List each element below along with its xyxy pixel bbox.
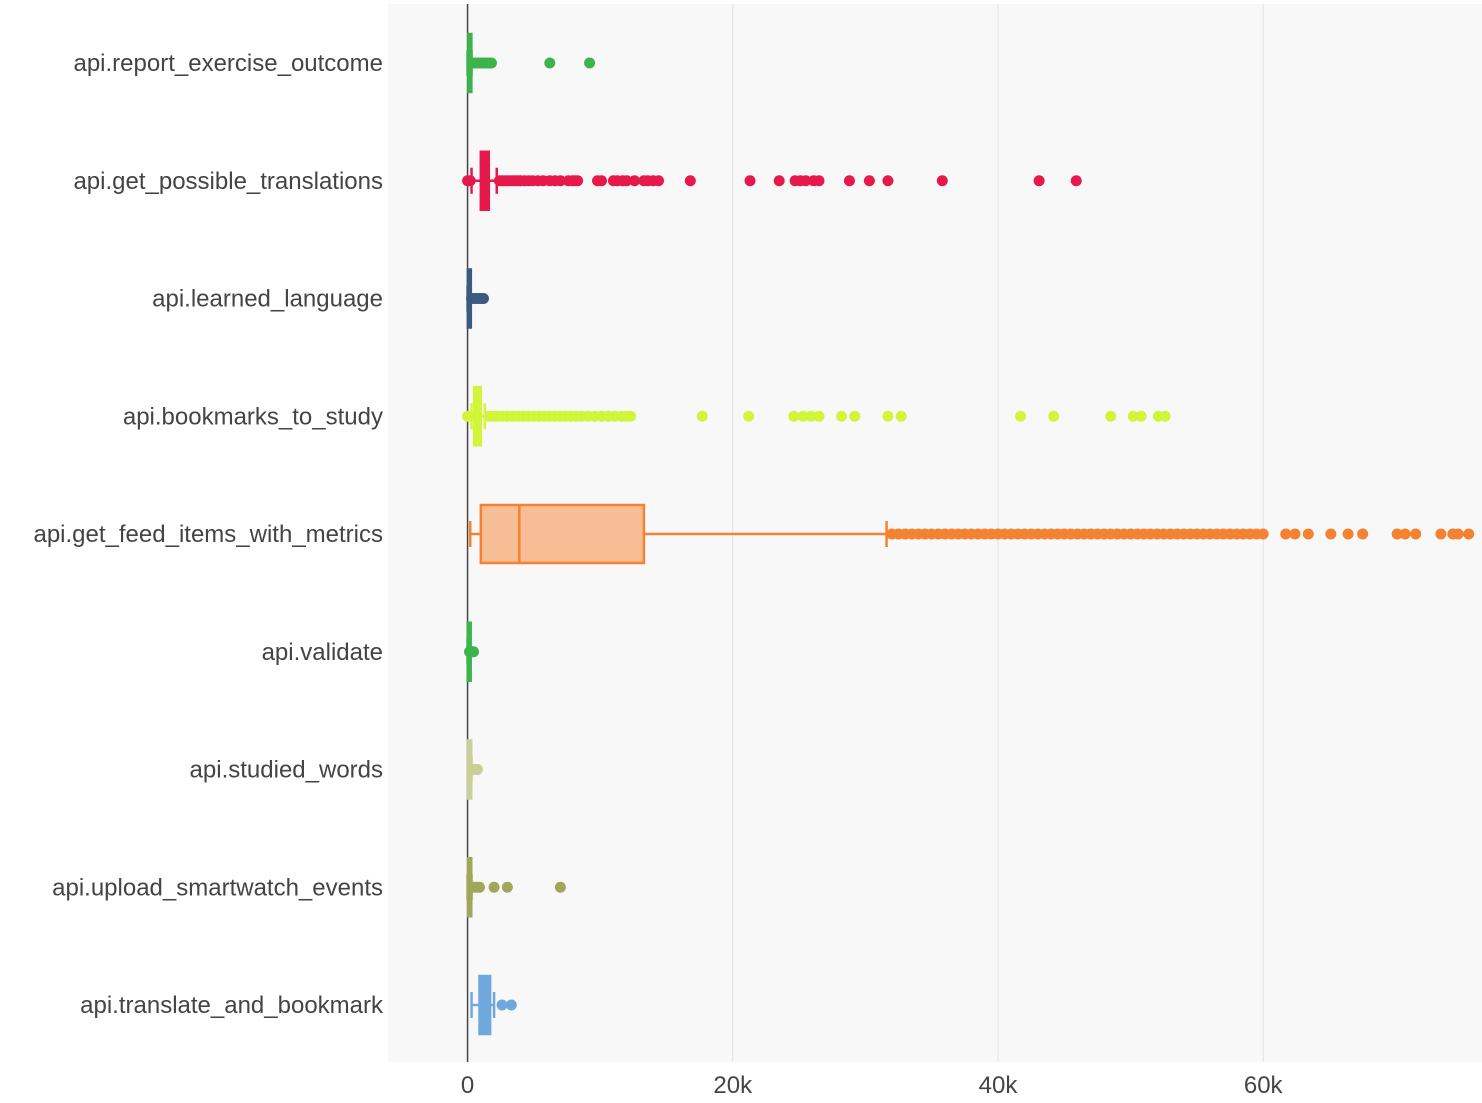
category-label: api.get_possible_translations bbox=[73, 168, 383, 195]
outlier-point bbox=[1391, 528, 1403, 540]
outlier-point bbox=[1280, 528, 1292, 540]
box-trace bbox=[462, 386, 1171, 447]
outlier-point bbox=[1159, 410, 1171, 422]
box-traces bbox=[462, 32, 1475, 1036]
outlier-point bbox=[936, 175, 948, 187]
x-tick-label: 20k bbox=[713, 1072, 753, 1098]
x-tick-label: 40k bbox=[979, 1072, 1019, 1098]
box-trace bbox=[470, 974, 517, 1036]
outlier-point bbox=[554, 175, 566, 187]
outlier-point bbox=[554, 881, 566, 893]
outlier-point bbox=[1399, 528, 1411, 540]
outlier-point bbox=[813, 410, 825, 422]
outlier-point bbox=[849, 410, 861, 422]
category-label: api.bookmarks_to_study bbox=[123, 403, 383, 430]
outlier-point bbox=[544, 57, 556, 69]
outlier-point bbox=[1452, 528, 1464, 540]
outlier-point bbox=[1289, 528, 1301, 540]
outlier-point bbox=[1105, 410, 1117, 422]
outlier-point bbox=[744, 175, 756, 187]
outlier-point bbox=[501, 881, 513, 893]
outlier-point bbox=[1135, 410, 1147, 422]
outlier-point bbox=[684, 175, 696, 187]
outlier-point bbox=[882, 410, 894, 422]
outlier-point bbox=[496, 999, 508, 1011]
outlier-point bbox=[621, 175, 633, 187]
box-trace bbox=[466, 32, 596, 94]
outlier-point bbox=[788, 410, 800, 422]
outlier-point bbox=[836, 410, 848, 422]
outlier-point bbox=[1435, 528, 1447, 540]
outlier-point bbox=[463, 410, 475, 422]
outlier-point bbox=[468, 646, 480, 658]
outlier-point bbox=[477, 293, 489, 304]
outlier-point bbox=[1342, 528, 1354, 540]
box-trace bbox=[468, 503, 1475, 565]
box-trace bbox=[462, 150, 1082, 211]
outlier-point bbox=[773, 175, 785, 187]
category-label: api.studied_words bbox=[190, 757, 383, 784]
outlier-point bbox=[572, 175, 584, 187]
box-trace bbox=[466, 268, 489, 329]
box-trace bbox=[466, 857, 566, 918]
outlier-point bbox=[464, 175, 476, 187]
outlier-point bbox=[1410, 528, 1422, 540]
outlier-point bbox=[805, 410, 817, 422]
outlier-point bbox=[488, 881, 500, 893]
outlier-point bbox=[882, 175, 894, 187]
outlier-point bbox=[843, 175, 855, 187]
outlier-point bbox=[1033, 175, 1045, 187]
outlier-point bbox=[813, 175, 825, 187]
outlier-point bbox=[797, 410, 809, 422]
category-labels: api.report_exercise_outcome api.get_possi… bbox=[33, 50, 384, 1019]
outlier-point bbox=[743, 410, 755, 422]
outlier-point bbox=[595, 175, 607, 187]
x-tick-label: 60k bbox=[1244, 1072, 1284, 1098]
outlier-point bbox=[472, 764, 484, 775]
outlier-point bbox=[1357, 528, 1369, 540]
outlier-point bbox=[1257, 528, 1269, 540]
box-trace bbox=[466, 739, 484, 800]
outlier-point bbox=[584, 57, 596, 69]
outlier-point bbox=[1070, 175, 1082, 187]
x-tick-labels: 0 20k 40k 60k bbox=[461, 1072, 1284, 1099]
category-label: api.report_exercise_outcome bbox=[73, 50, 383, 77]
outlier-point bbox=[485, 57, 497, 69]
outlier-point bbox=[505, 999, 517, 1011]
outlier-point bbox=[629, 175, 641, 187]
outlier-point bbox=[1127, 410, 1139, 422]
outlier-point bbox=[1463, 528, 1475, 540]
category-label: api.upload_smartwatch_events bbox=[52, 874, 383, 901]
outlier-point bbox=[863, 175, 875, 187]
x-tick-label: 0 bbox=[461, 1072, 474, 1098]
outlier-point bbox=[625, 410, 637, 422]
outlier-point bbox=[473, 881, 485, 893]
outlier-point bbox=[800, 175, 812, 187]
outlier-point bbox=[1015, 410, 1027, 422]
outlier-point bbox=[1302, 528, 1314, 540]
category-label: api.translate_and_bookmark bbox=[80, 992, 384, 1019]
outlier-point bbox=[653, 175, 665, 187]
box-trace bbox=[464, 621, 480, 682]
outlier-point bbox=[895, 410, 907, 422]
outlier-point bbox=[696, 410, 708, 422]
category-label: api.learned_language bbox=[152, 286, 383, 313]
box-iqr bbox=[479, 503, 646, 565]
outlier-point bbox=[1048, 410, 1060, 422]
outlier-point bbox=[1325, 528, 1337, 540]
category-label: api.get_feed_items_with_metrics bbox=[33, 521, 383, 548]
category-label: api.validate bbox=[262, 639, 383, 666]
